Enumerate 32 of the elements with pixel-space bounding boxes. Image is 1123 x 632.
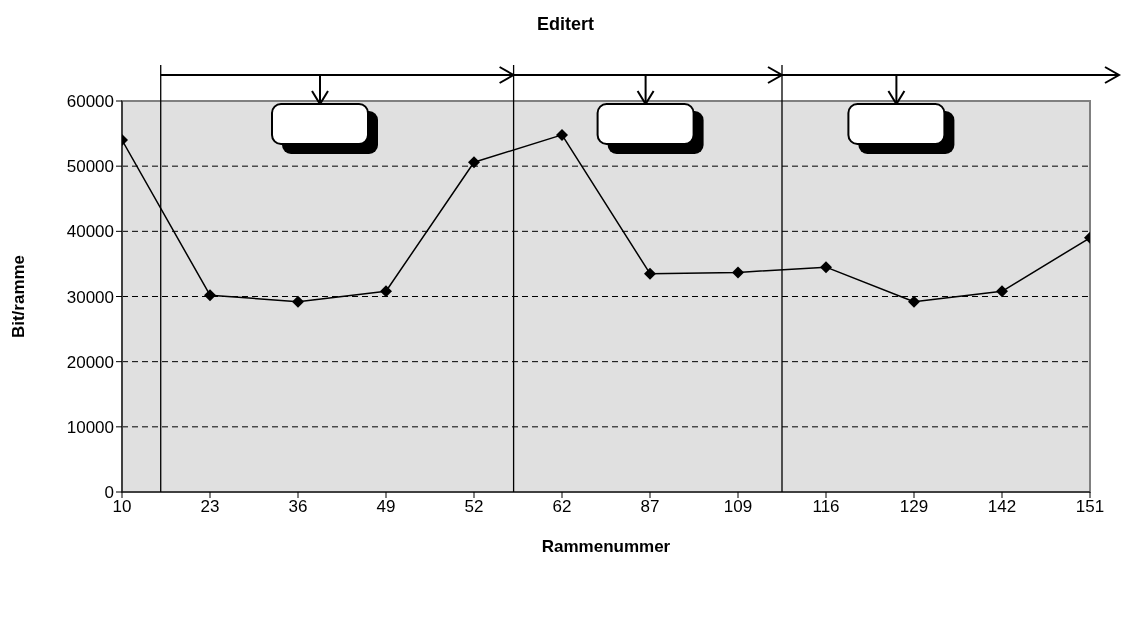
point [292,295,304,308]
x-tick-label: 87 [640,497,660,517]
point [820,261,832,274]
x-tick-label: 10 [112,497,132,517]
point [732,266,744,279]
x-tick-label: 36 [288,497,308,517]
point [204,289,216,302]
x-tick-label: 116 [812,497,840,517]
x-tick-label: 49 [376,497,396,517]
x-axis-title: Rammenummer [541,537,671,556]
y-tick-label: 60000 [66,92,114,112]
point [556,128,568,141]
x-tick-label: 151 [1075,497,1105,517]
x-tick-label: 62 [552,497,572,517]
point [380,285,392,298]
point [996,285,1008,298]
y-axis-title: Bit/ramme [9,254,29,339]
y-tick-label: 30000 [66,287,114,307]
y-tick-label: 20000 [66,352,114,372]
x-tick-label: 52 [464,497,484,517]
y-tick-label: 50000 [66,157,114,177]
point [644,267,656,280]
point [468,156,480,169]
point [908,295,920,308]
y-tick-label: 0 [104,483,114,503]
x-tick-label: 142 [987,497,1017,517]
chart-title: Editert [536,14,595,35]
y-tick-label: 40000 [66,222,114,242]
y-tick-label: 10000 [66,417,114,437]
x-tick-label: 109 [723,497,753,517]
x-tick-label: 23 [200,497,220,517]
x-tick-label: 129 [899,497,929,517]
